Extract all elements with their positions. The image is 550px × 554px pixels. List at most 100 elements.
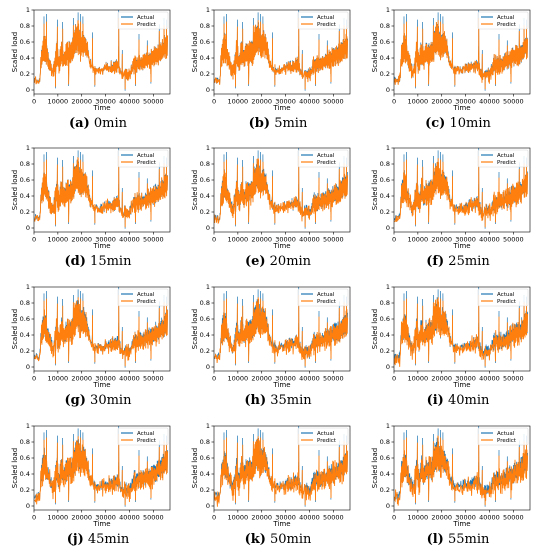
y-tick-label: 0 [26, 363, 30, 371]
y-tick-label: 0.8 [200, 22, 210, 30]
x-tick-label: 30000 [95, 514, 116, 522]
subfigure-caption: (c) 10min [368, 116, 548, 131]
y-axis-label: Scaled load [191, 32, 199, 72]
x-tick-label: 20000 [71, 98, 92, 106]
caption-text: 55min [443, 532, 490, 547]
legend-entry: Actual [497, 15, 515, 21]
y-tick-label: 0.4 [200, 54, 210, 62]
series-line-predict [34, 433, 169, 506]
legend-box [117, 288, 169, 307]
legend-box [477, 11, 529, 30]
y-tick-label: 0.8 [20, 299, 30, 307]
x-tick-label: 40000 [119, 236, 140, 244]
y-tick-label: 0.8 [200, 160, 210, 168]
y-tick-label: 0 [206, 224, 210, 232]
y-tick-label: 0.4 [380, 331, 390, 339]
legend-entry: Actual [497, 153, 515, 159]
chart-svg: 0 0.2 0.4 0.6 0.8 1 0 10000 20000 30000 40000 50000… [11, 422, 171, 528]
x-tick-label: 0 [212, 375, 216, 383]
chart-svg: 0 0.2 0.4 0.6 0.8 1 0 10000 20000 30000 40000 50000… [11, 6, 171, 112]
x-tick-label: 30000 [455, 375, 476, 383]
y-tick-label: 0.2 [20, 347, 30, 355]
x-axis-label: Time [452, 381, 470, 389]
legend-entry: Predict [317, 299, 337, 305]
y-tick-label: 1 [26, 144, 30, 152]
legend-box [117, 11, 169, 30]
y-tick-label: 0.2 [20, 486, 30, 494]
x-tick-label: 20000 [251, 98, 272, 106]
chart-svg: 0 0.2 0.4 0.6 0.8 1 0 10000 20000 30000 40000 50000… [11, 144, 171, 250]
x-tick-label: 30000 [455, 514, 476, 522]
x-tick-label: 10000 [48, 375, 69, 383]
y-tick-label: 1 [206, 6, 210, 14]
y-axis-label: Scaled load [11, 170, 19, 210]
subfigure-caption: (g) 30min [8, 393, 188, 408]
chart-svg: 0 0.2 0.4 0.6 0.8 1 0 10000 20000 30000 40000 50000… [191, 6, 351, 112]
caption-letter: (a) [69, 116, 90, 131]
x-axis-label: Time [92, 381, 110, 389]
y-tick-label: 0.6 [20, 454, 30, 462]
y-tick-label: 0 [206, 502, 210, 510]
y-tick-label: 0.6 [20, 176, 30, 184]
x-axis-label: Time [272, 520, 290, 528]
y-tick-label: 0.8 [380, 160, 390, 168]
x-tick-label: 30000 [455, 236, 476, 244]
x-tick-label: 0 [212, 514, 216, 522]
x-tick-label: 10000 [408, 375, 429, 383]
subfigure-caption: (b) 5min [188, 116, 368, 131]
y-tick-label: 1 [386, 144, 390, 152]
chart-svg: 0 0.2 0.4 0.6 0.8 1 0 10000 20000 30000 40000 50000… [11, 283, 171, 389]
x-tick-label: 20000 [251, 375, 272, 383]
y-tick-label: 0.2 [380, 208, 390, 216]
x-tick-label: 40000 [119, 98, 140, 106]
x-tick-label: 50000 [143, 98, 164, 106]
axes-frame [393, 9, 531, 95]
legend-entry: Actual [137, 15, 155, 21]
x-tick-label: 40000 [299, 236, 320, 244]
x-tick-label: 0 [32, 514, 36, 522]
caption-letter: (g) [64, 393, 86, 408]
axes-frame [213, 286, 351, 372]
x-tick-label: 0 [392, 98, 396, 106]
x-axis-label: Time [272, 104, 290, 112]
subfigure-caption: (k) 50min [188, 532, 368, 547]
x-tick-label: 50000 [323, 375, 344, 383]
x-axis-label: Time [92, 104, 110, 112]
caption-text: 50min [265, 532, 312, 547]
x-tick-label: 20000 [431, 236, 452, 244]
x-tick-label: 10000 [48, 236, 69, 244]
subfigure-caption: (d) 15min [8, 254, 188, 269]
x-tick-label: 10000 [408, 98, 429, 106]
series-line-predict [214, 433, 349, 507]
x-tick-label: 10000 [408, 236, 429, 244]
y-tick-label: 0.4 [380, 54, 390, 62]
y-tick-label: 0.6 [20, 38, 30, 46]
y-axis-label: Scaled load [11, 32, 19, 72]
legend-box [297, 288, 349, 307]
y-tick-label: 0.8 [380, 299, 390, 307]
series-line-predict [394, 294, 529, 367]
subfigure-caption: (f) 25min [368, 254, 548, 269]
x-tick-label: 0 [32, 98, 36, 106]
x-axis-label: Time [92, 242, 110, 250]
chart-svg: 0 0.2 0.4 0.6 0.8 1 0 10000 20000 30000 40000 50000… [191, 422, 351, 528]
series-line-predict [34, 294, 169, 367]
x-tick-label: 50000 [503, 236, 524, 244]
x-tick-label: 30000 [455, 98, 476, 106]
x-tick-label: 10000 [48, 98, 69, 106]
caption-text: 40min [443, 393, 490, 408]
chart-panel: 0 0.2 0.4 0.6 0.8 1 0 10000 20000 30000 40000 50000… [8, 142, 188, 276]
x-axis-label: Time [272, 381, 290, 389]
y-tick-label: 0.6 [380, 315, 390, 323]
x-tick-label: 0 [212, 236, 216, 244]
x-tick-label: 40000 [479, 98, 500, 106]
legend-entry: Actual [137, 431, 155, 437]
x-tick-label: 30000 [275, 375, 296, 383]
y-tick-label: 0.6 [380, 38, 390, 46]
caption-letter: (b) [248, 116, 271, 131]
x-tick-label: 50000 [503, 375, 524, 383]
